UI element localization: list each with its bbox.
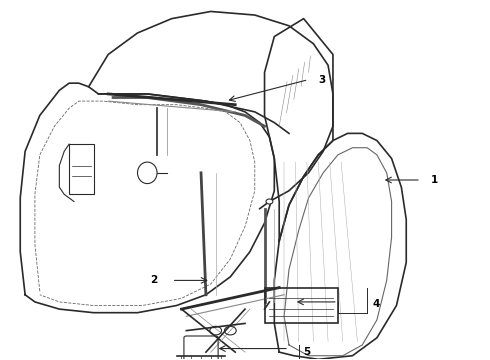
Bar: [69, 144, 94, 194]
Bar: [265, 288, 338, 323]
Text: 2: 2: [150, 275, 157, 285]
Text: 1: 1: [431, 175, 438, 185]
Text: 5: 5: [304, 347, 311, 357]
Circle shape: [266, 199, 273, 204]
Text: 4: 4: [372, 299, 379, 309]
Text: 3: 3: [318, 75, 325, 85]
